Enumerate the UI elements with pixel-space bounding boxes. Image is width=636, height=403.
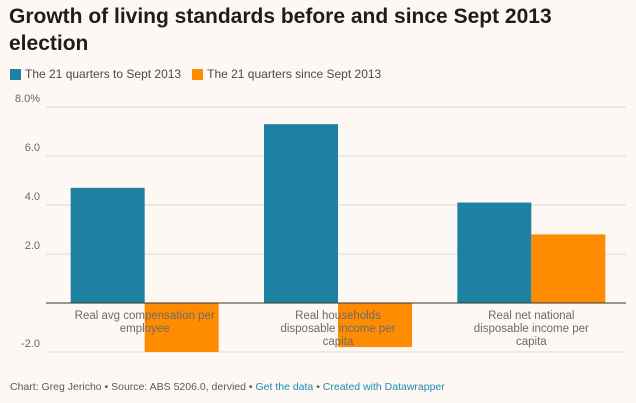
y-tick-label: 8.0% [15,93,40,105]
legend-item-since: The 21 quarters since Sept 2013 [192,67,381,81]
legend-item-before: The 21 quarters to Sept 2013 [10,67,181,81]
category-label: capita [323,336,354,348]
footer-credit: Chart: Greg Jericho • Source: ABS 5206.0… [10,381,256,393]
category-label: Real avg compensation per [75,310,215,322]
y-tick-label: 2.0 [25,240,40,252]
y-tick-label: -2.0 [21,338,40,350]
legend-label-since: The 21 quarters since Sept 2013 [207,67,382,81]
bar-since [144,303,219,352]
y-tick-label: 6.0 [25,142,40,154]
legend-swatch-before [10,68,21,80]
bar-since [338,303,412,348]
legend: The 21 quarters to Sept 2013 The 21 quar… [10,67,392,81]
category-label: Real households [295,310,381,322]
bar-since [531,234,606,303]
category-label: Real net national [488,310,574,322]
category-label: disposable income per [474,323,589,335]
legend-label-before: The 21 quarters to Sept 2013 [25,67,182,81]
created-with-datawrapper-link[interactable]: Created with Datawrapper [322,381,445,393]
footer-separator: • [313,381,323,393]
category-label: capita [516,336,547,348]
legend-swatch-since [192,68,204,80]
y-tick-label: 4.0 [25,191,40,203]
bar-before [264,124,338,304]
get-the-data-link[interactable]: Get the data [255,381,314,393]
chart-title: Growth of living standards before and si… [9,5,552,55]
footer: Chart: Greg Jericho • Source: ABS 5206.0… [10,381,445,393]
bar-before [457,202,532,303]
category-label: disposable income per [280,323,395,335]
bar-before [70,187,145,303]
category-label: employee [120,323,170,335]
